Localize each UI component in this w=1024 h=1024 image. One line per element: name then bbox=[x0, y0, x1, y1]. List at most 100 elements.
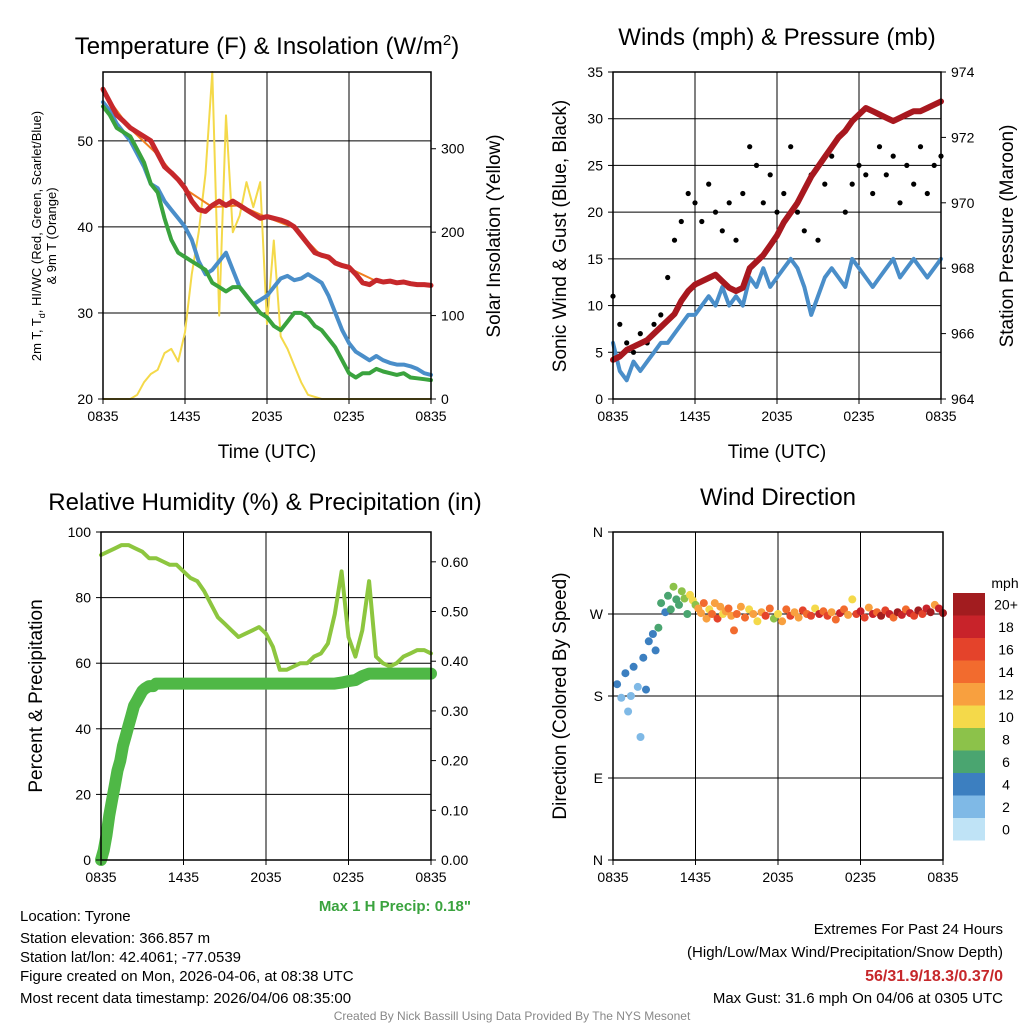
direction-point bbox=[651, 646, 660, 655]
direction-point bbox=[844, 610, 853, 619]
temperature-right-axis-label: Solar Insolation (Yellow) bbox=[484, 134, 505, 337]
gust-point bbox=[685, 190, 691, 197]
series-line-station-pressure bbox=[610, 98, 944, 363]
x-tick-label: 0835 bbox=[415, 869, 446, 885]
direction-point bbox=[732, 610, 741, 618]
gust-point bbox=[637, 331, 643, 337]
direction-point bbox=[713, 614, 722, 623]
legend-label: 14 bbox=[998, 664, 1014, 680]
temperature-panel-title: Temperature (F) & Insolation (W/m2) bbox=[75, 32, 459, 60]
x-tick-label: 0235 bbox=[333, 408, 364, 424]
y2-tick-label: 200 bbox=[441, 224, 465, 240]
legend-title: mph bbox=[991, 575, 1018, 591]
gust-point bbox=[617, 321, 623, 327]
extremes-subheading: (High/Low/Max Wind/Precipitation/Snow De… bbox=[687, 944, 1003, 961]
gust-point bbox=[651, 321, 657, 327]
direction-point bbox=[642, 685, 650, 694]
direction-point bbox=[675, 600, 683, 609]
gust-point bbox=[931, 162, 937, 168]
direction-point bbox=[621, 669, 630, 678]
direction-point bbox=[848, 595, 857, 604]
legend-label: 2 bbox=[1002, 799, 1010, 815]
y2-tick-label: 0.10 bbox=[441, 802, 468, 818]
direction-point bbox=[657, 599, 666, 608]
direction-point bbox=[666, 605, 675, 614]
temperature-x-axis-label: Time (UTC) bbox=[218, 442, 317, 463]
direction-point bbox=[827, 608, 836, 617]
direction-panel-title: Wind Direction bbox=[700, 484, 856, 511]
gust-point bbox=[788, 144, 794, 150]
direction-point bbox=[741, 613, 749, 622]
winds-panel-title: Winds (mph) & Pressure (mb) bbox=[618, 24, 935, 51]
humidity-left-axis-label: Percent & Precipitation bbox=[26, 599, 47, 792]
direction-point bbox=[613, 680, 622, 689]
direction-point bbox=[724, 604, 733, 613]
direction-point bbox=[626, 692, 635, 700]
direction-point bbox=[716, 602, 725, 611]
legend-label: 12 bbox=[998, 686, 1014, 702]
direction-point bbox=[699, 599, 708, 608]
gust-point bbox=[822, 181, 828, 187]
direction-point bbox=[639, 653, 648, 662]
x-tick-label: 0235 bbox=[333, 869, 364, 885]
gust-point bbox=[630, 349, 637, 355]
gust-point bbox=[842, 209, 848, 215]
direction-point bbox=[702, 614, 711, 623]
gust-point bbox=[678, 218, 684, 225]
y2-tick-label: 966 bbox=[951, 326, 975, 342]
station-location: Location: Tyrone bbox=[20, 908, 131, 925]
direction-point bbox=[794, 613, 803, 622]
gust-point bbox=[624, 340, 630, 346]
gust-point bbox=[665, 274, 671, 281]
legend-label: 4 bbox=[1002, 776, 1010, 792]
station-elevation: Station elevation: 366.857 m bbox=[20, 930, 210, 947]
y-tick-label: 80 bbox=[75, 590, 91, 606]
x-tick-label: 0835 bbox=[927, 869, 958, 885]
y2-tick-label: 972 bbox=[951, 129, 975, 145]
direction-point bbox=[856, 607, 865, 616]
y2-tick-label: 0 bbox=[441, 391, 449, 407]
gust-point bbox=[870, 190, 876, 197]
credit-line: Created By Nick Bassill Using Data Provi… bbox=[334, 1009, 691, 1023]
x-tick-label: 0235 bbox=[845, 869, 876, 885]
svg-text:2m T, Td, HI/WC (Red, Green, S: 2m T, Td, HI/WC (Red, Green, Scarlet/Blu… bbox=[29, 111, 47, 361]
y2-tick-label: 0.50 bbox=[441, 604, 468, 620]
legend-swatch bbox=[953, 638, 985, 661]
direction-point bbox=[669, 582, 678, 591]
legend-label: 10 bbox=[998, 709, 1014, 725]
legend-label: 20+ bbox=[994, 596, 1018, 612]
series-line-sonic-wind bbox=[611, 256, 943, 383]
gust-point bbox=[856, 162, 862, 168]
y-tick-label: 25 bbox=[587, 157, 603, 173]
legend-label: 16 bbox=[998, 641, 1014, 657]
direction-point bbox=[926, 608, 935, 617]
gust-point bbox=[747, 144, 753, 150]
gust-point bbox=[829, 153, 835, 159]
direction-point bbox=[683, 610, 692, 618]
y2-tick-label: 0.40 bbox=[441, 653, 468, 669]
recent-timestamp: Most recent data timestamp: 2026/04/06 0… bbox=[20, 990, 351, 1007]
y-tick-label: 40 bbox=[75, 721, 91, 737]
humidity-panel-title: Relative Humidity (%) & Precipitation (i… bbox=[48, 489, 481, 516]
x-tick-label: 0835 bbox=[415, 408, 446, 424]
figure-created: Figure created on Mon, 2026-04-06, at 08… bbox=[20, 968, 354, 985]
extremes-heading: Extremes For Past 24 Hours bbox=[814, 921, 1003, 938]
y-tick-label: 15 bbox=[587, 251, 603, 267]
legend-swatch bbox=[953, 593, 985, 616]
y-tick-label: 50 bbox=[77, 133, 93, 149]
y2-tick-label: 300 bbox=[441, 141, 465, 157]
direction-point bbox=[636, 733, 645, 741]
direction-point bbox=[831, 615, 840, 624]
gust-point bbox=[658, 312, 664, 318]
direction-point bbox=[840, 605, 848, 614]
y-tick-label: N bbox=[593, 852, 603, 868]
winds-left-axis-label: Sonic Wind & Gust (Blue, Black) bbox=[550, 100, 571, 372]
gust-point bbox=[699, 218, 705, 225]
gust-point bbox=[753, 162, 760, 168]
legend-swatch bbox=[953, 773, 985, 796]
direction-point bbox=[860, 613, 869, 622]
legend-swatch bbox=[953, 615, 985, 638]
direction-point bbox=[765, 604, 774, 613]
gust-point bbox=[815, 237, 821, 243]
y-tick-label: 0 bbox=[83, 852, 91, 868]
